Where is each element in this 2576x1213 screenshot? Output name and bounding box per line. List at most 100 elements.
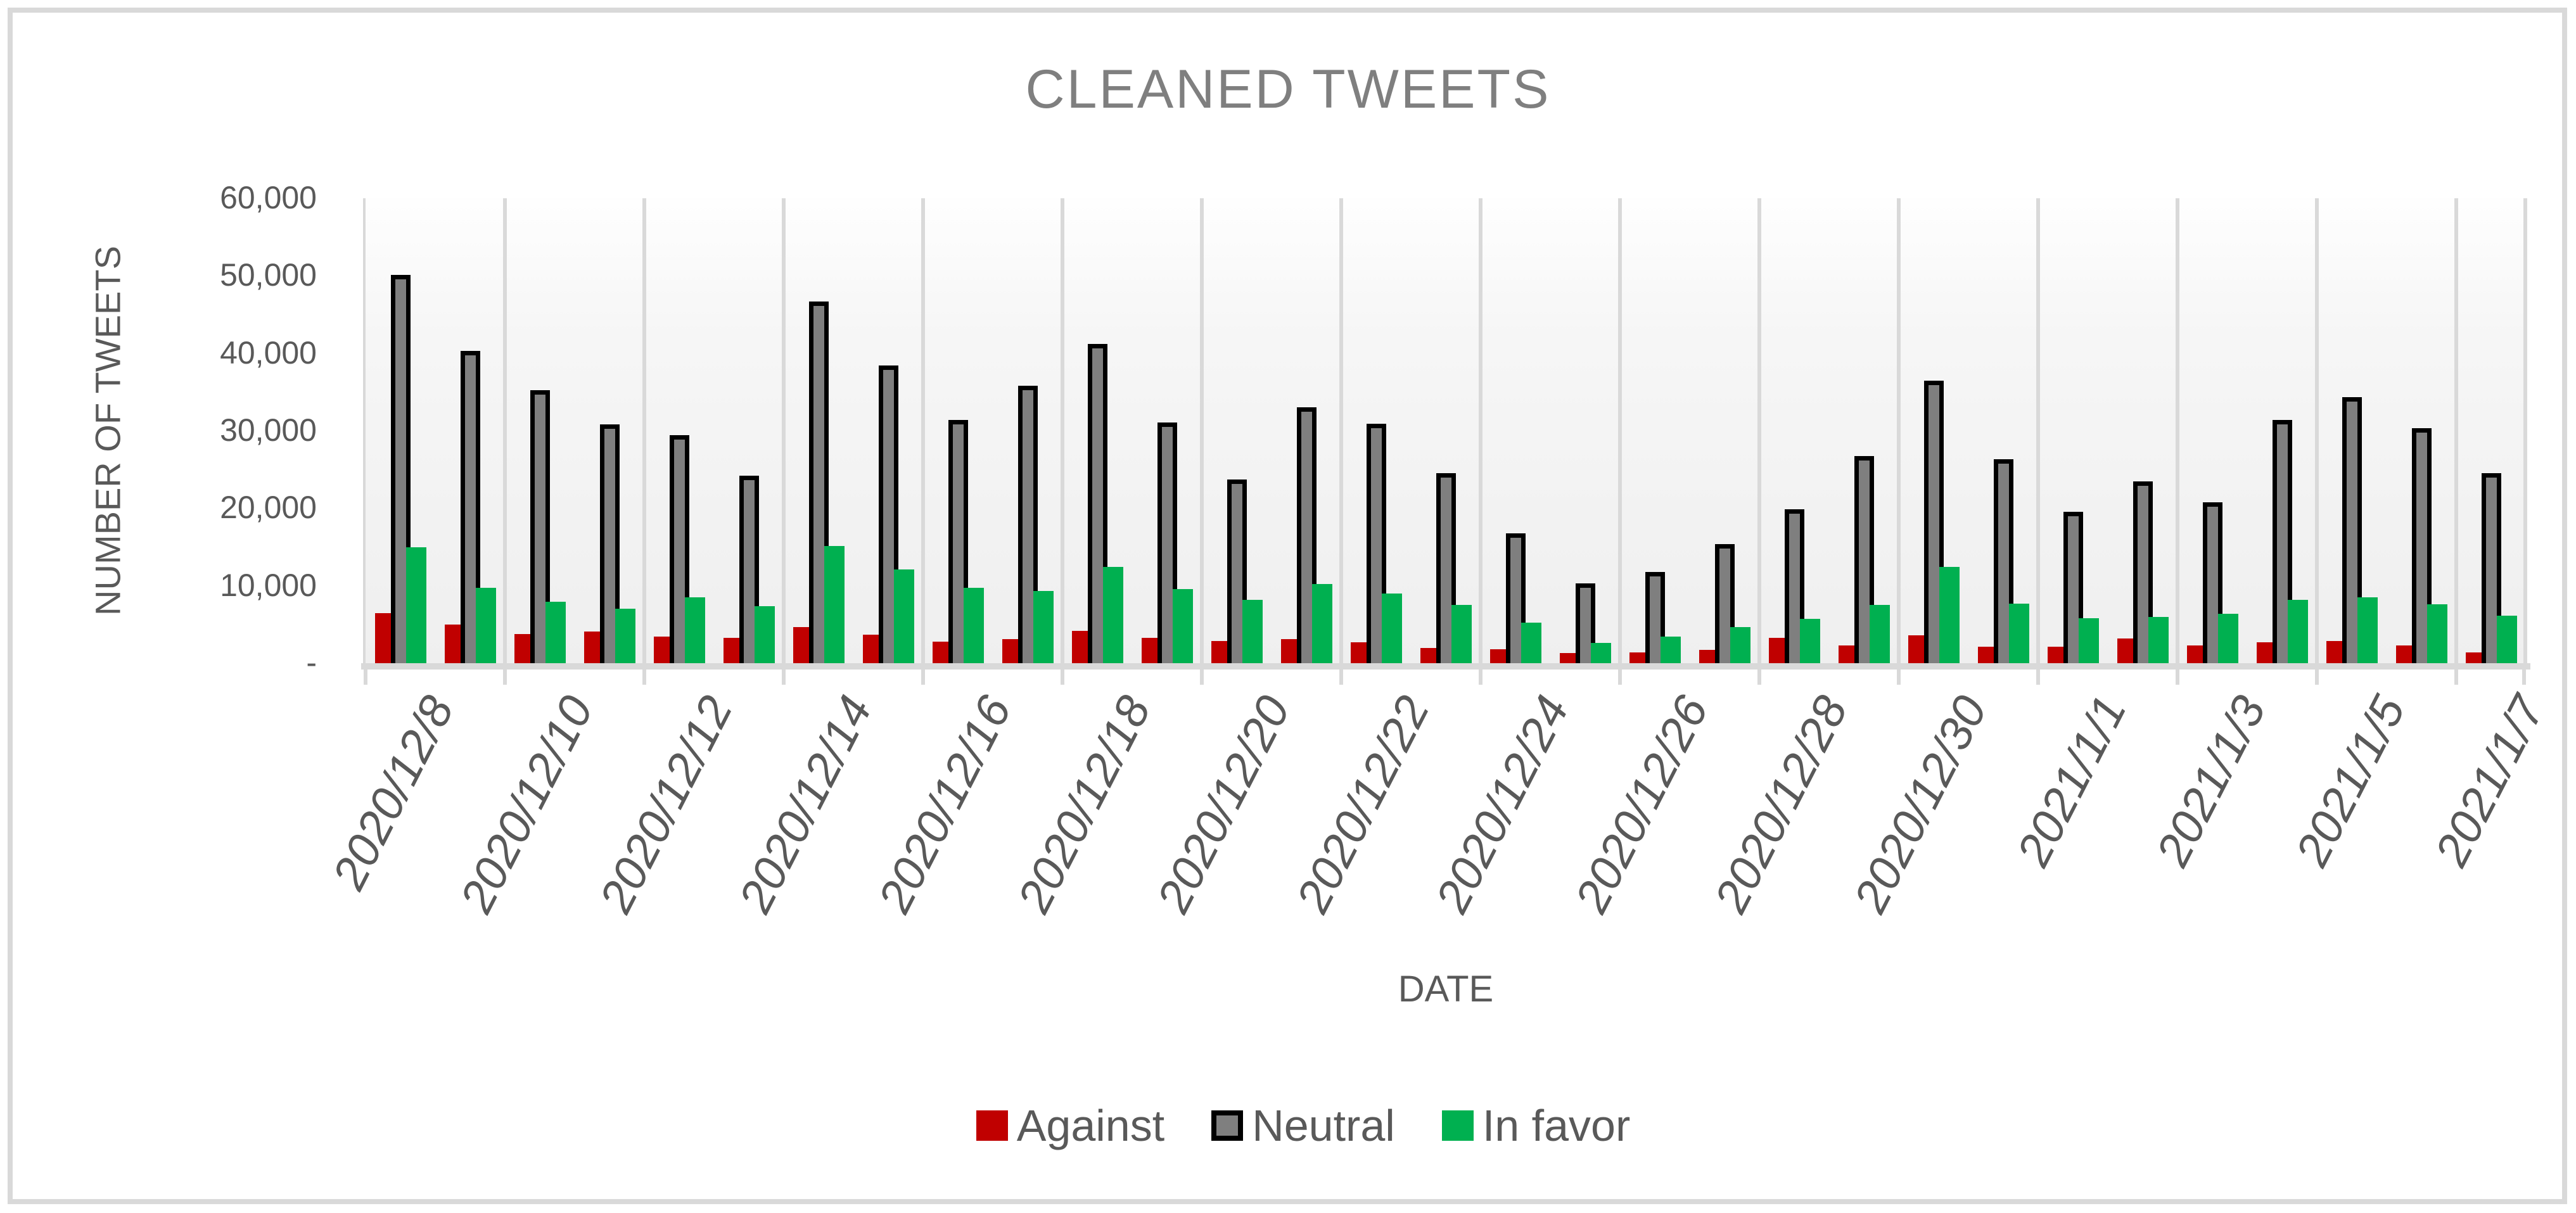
bar-infavor-2021/1/2 xyxy=(2148,616,2169,663)
bar-neutral-2021/1/6 xyxy=(2411,428,2432,663)
bar-against-2021/1/3 xyxy=(2186,645,2203,663)
bar-infavor-2020/12/30 xyxy=(1939,567,1960,663)
bar-against-2020/12/13 xyxy=(723,637,739,663)
bar-group-2020/12/9 xyxy=(435,198,505,663)
x-axis-title: DATE xyxy=(1398,968,1494,1010)
bar-group-2020/12/16 xyxy=(923,198,993,663)
bar-against-2020/12/20 xyxy=(1211,640,1227,663)
y-tick-label-50000: 50,000 xyxy=(220,257,317,293)
bar-neutral-2020/12/20 xyxy=(1227,479,1247,663)
x-tick xyxy=(782,670,786,685)
bar-infavor-2021/1/6 xyxy=(2426,604,2447,663)
vertical-gridline xyxy=(921,198,925,663)
bar-infavor-2020/12/25 xyxy=(1590,643,1611,663)
vertical-gridline xyxy=(503,198,507,663)
vertical-gridline xyxy=(2454,198,2458,663)
legend-item-neutral: Neutral xyxy=(1211,1103,1395,1148)
bar-group-2021/1/7 xyxy=(2456,198,2526,663)
x-tick xyxy=(1200,670,1204,685)
bar-against-2021/1/2 xyxy=(2117,638,2133,663)
vertical-gridline xyxy=(1339,198,1343,663)
legend-label: Against xyxy=(1016,1101,1165,1150)
bar-infavor-2021/1/5 xyxy=(2357,597,2378,663)
bar-against-2021/1/5 xyxy=(2326,640,2342,663)
bar-infavor-2020/12/12 xyxy=(684,597,705,663)
x-tick xyxy=(2315,670,2319,685)
bar-against-2020/12/23 xyxy=(1420,647,1436,663)
x-tick xyxy=(1479,670,1482,685)
legend: Against Neutral In favor xyxy=(0,1103,2576,1148)
bar-group-2021/1/6 xyxy=(2387,198,2456,663)
vertical-gridline xyxy=(2315,198,2319,663)
bar-neutral-2020/12/31 xyxy=(1993,459,2013,663)
legend-item-in-favor: In favor xyxy=(1441,1103,1630,1148)
bar-infavor-2020/12/10 xyxy=(545,602,566,663)
legend-swatch-neutral xyxy=(1211,1110,1244,1141)
bar-group-2020/12/30 xyxy=(1899,198,1968,663)
x-tick xyxy=(2454,670,2458,685)
bar-against-2020/12/26 xyxy=(1629,652,1645,663)
bar-against-2021/1/7 xyxy=(2465,652,2482,663)
bar-neutral-2020/12/17 xyxy=(1017,386,1038,663)
bar-group-2020/12/26 xyxy=(1620,198,1690,663)
y-tick-label-10000: 10,000 xyxy=(220,567,317,603)
legend-item-against: Against xyxy=(976,1103,1164,1148)
y-tick-label-60000: 60,000 xyxy=(220,179,317,215)
bar-group-2020/12/23 xyxy=(1411,198,1481,663)
bar-infavor-2020/12/11 xyxy=(615,609,635,663)
bar-infavor-2020/12/14 xyxy=(824,546,845,663)
bar-against-2020/12/28 xyxy=(1768,637,1785,663)
bar-group-2021/1/4 xyxy=(2247,198,2317,663)
bar-against-2020/12/31 xyxy=(1977,647,1994,663)
bar-infavor-2020/12/20 xyxy=(1242,599,1263,663)
vertical-gridline xyxy=(1479,198,1482,663)
bar-infavor-2020/12/27 xyxy=(1730,626,1750,663)
bar-infavor-2021/1/4 xyxy=(2287,599,2308,663)
bar-group-2020/12/19 xyxy=(1132,198,1202,663)
vertical-gridline xyxy=(1200,198,1204,663)
x-tick xyxy=(364,670,367,685)
bar-infavor-2021/1/3 xyxy=(2217,613,2238,663)
bar-infavor-2021/1/7 xyxy=(2496,616,2517,663)
bar-group-2020/12/22 xyxy=(1341,198,1411,663)
bar-against-2020/12/8 xyxy=(374,613,391,663)
bar-against-2021/1/4 xyxy=(2256,642,2273,663)
bar-infavor-2020/12/8 xyxy=(405,547,426,663)
x-tick xyxy=(1897,670,1901,685)
x-tick xyxy=(1061,670,1064,685)
legend-swatch-in-favor xyxy=(1441,1110,1474,1141)
legend-swatch-against xyxy=(976,1110,1008,1141)
bar-infavor-2020/12/19 xyxy=(1172,588,1193,663)
bar-infavor-2020/12/29 xyxy=(1869,605,1890,663)
bar-against-2020/12/21 xyxy=(1280,639,1297,663)
chart-title: CLEANED TWEETS xyxy=(1025,59,1551,120)
bar-group-2021/1/5 xyxy=(2317,198,2387,663)
legend-label: Neutral xyxy=(1252,1101,1395,1150)
bar-against-2020/12/29 xyxy=(1838,645,1854,663)
y-tick-label-20000: 20,000 xyxy=(220,490,317,526)
bar-against-2020/12/18 xyxy=(1071,630,1088,663)
bar-infavor-2020/12/28 xyxy=(1799,619,1820,663)
bar-group-2020/12/31 xyxy=(1968,198,2038,663)
bar-against-2021/1/6 xyxy=(2395,645,2412,663)
bar-group-2020/12/17 xyxy=(993,198,1062,663)
x-tick xyxy=(1618,670,1622,685)
bar-against-2020/12/9 xyxy=(444,624,461,663)
bar-infavor-2020/12/18 xyxy=(1102,567,1123,663)
bar-against-2020/12/11 xyxy=(583,631,600,663)
x-axis-line xyxy=(361,663,2530,670)
vertical-gridline xyxy=(1618,198,1622,663)
bar-infavor-2020/12/26 xyxy=(1660,637,1681,663)
bar-group-2020/12/20 xyxy=(1202,198,1272,663)
plot-area xyxy=(366,198,2527,663)
bar-against-2020/12/19 xyxy=(1141,637,1157,663)
bar-group-2020/12/10 xyxy=(505,198,575,663)
x-tick xyxy=(2176,670,2179,685)
bar-infavor-2020/12/31 xyxy=(2008,603,2029,663)
y-tick-label-0: - xyxy=(306,644,317,680)
bar-against-2020/12/24 xyxy=(1489,649,1506,663)
bar-against-2020/12/27 xyxy=(1699,650,1715,663)
bar-infavor-2020/12/17 xyxy=(1033,591,1054,663)
vertical-gridline xyxy=(2523,198,2527,663)
